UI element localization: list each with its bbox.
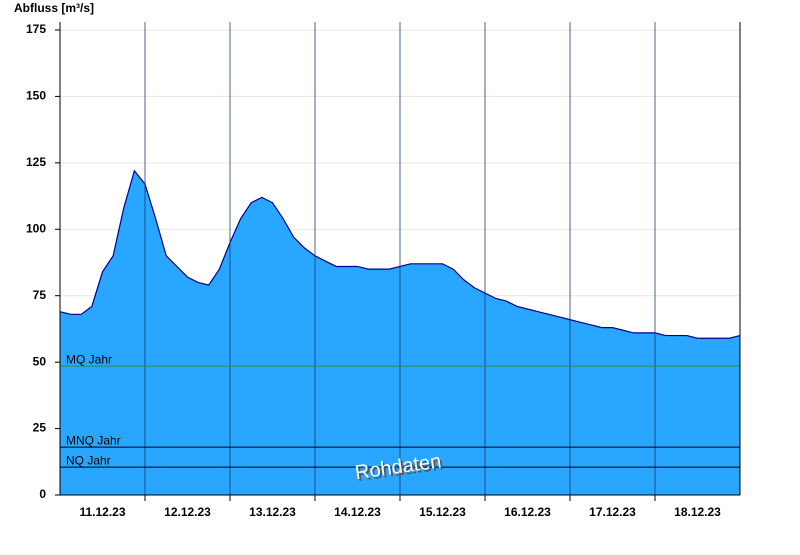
y-tick-label: 0 <box>39 487 46 501</box>
x-tick-label: 16.12.23 <box>504 505 551 519</box>
y-axis-title: Abfluss [m³/s] <box>14 1 94 15</box>
reference-label: MQ Jahr <box>66 352 112 366</box>
reference-label: MNQ Jahr <box>66 433 121 447</box>
x-tick-label: 11.12.23 <box>79 505 125 519</box>
y-tick-label: 125 <box>26 155 46 169</box>
y-tick-label: 50 <box>33 354 47 368</box>
y-tick-label: 75 <box>33 288 47 302</box>
x-tick-label: 18.12.23 <box>674 505 721 519</box>
y-tick-label: 25 <box>33 421 47 435</box>
x-tick-label: 13.12.23 <box>249 505 296 519</box>
y-tick-label: 175 <box>26 22 46 36</box>
x-tick-label: 14.12.23 <box>334 505 381 519</box>
y-tick-label: 100 <box>26 221 46 235</box>
x-tick-label: 15.12.23 <box>419 505 466 519</box>
x-tick-label: 12.12.23 <box>164 505 211 519</box>
y-tick-label: 150 <box>26 89 46 103</box>
reference-label: NQ Jahr <box>66 453 111 467</box>
x-tick-label: 17.12.23 <box>589 505 636 519</box>
